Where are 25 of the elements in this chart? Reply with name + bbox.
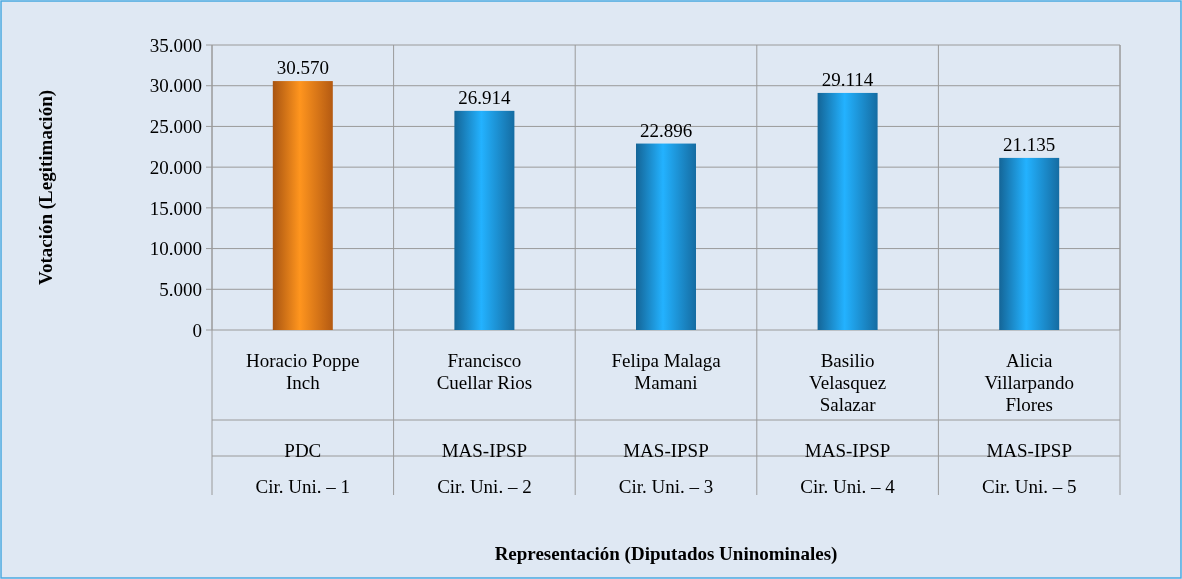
data-label: 30.570 xyxy=(276,57,329,79)
category-label: Horacio Poppe Inch PDC Cir. Uni. – 1 xyxy=(246,350,360,498)
data-label: 29.114 xyxy=(821,68,874,90)
category-label: Basilio Velasquez Salazar MAS-IPSP Cir. Uni. – 4 xyxy=(800,350,895,498)
y-tick-label: 20.000 xyxy=(149,156,202,178)
y-tick-label: 35.000 xyxy=(149,34,202,56)
bar xyxy=(454,110,515,330)
y-tick-label: 0 xyxy=(192,319,202,341)
text: Representación (Diputados Uninominales) xyxy=(494,543,838,565)
y-tick-label: 10.000 xyxy=(149,238,202,260)
y-tick-label: 30.000 xyxy=(149,75,202,97)
category-label: Francisco Cuellar Rios MAS-IPSP Cir. Uni. – 2 xyxy=(436,350,533,498)
category-label: Felipa Malaga Mamani MAS-IPSP Cir. Uni. – 3 xyxy=(611,350,721,498)
y-tick-label: 25.000 xyxy=(149,116,202,138)
bar xyxy=(272,81,333,330)
bar xyxy=(999,157,1060,330)
category-label: Alicia Villarpando Flores MAS-IPSP Cir. Uni. – 5 xyxy=(981,350,1077,498)
data-label: 26.914 xyxy=(458,86,512,108)
y-axis-title: Votación (Legitimación) xyxy=(35,89,57,286)
y-tick-label: 15.000 xyxy=(149,197,202,219)
y-tick-label: 5.000 xyxy=(159,278,202,300)
bar xyxy=(636,143,696,330)
data-label: 22.896 xyxy=(639,119,693,141)
data-label: 21.135 xyxy=(1003,133,1056,155)
bar xyxy=(817,92,878,330)
